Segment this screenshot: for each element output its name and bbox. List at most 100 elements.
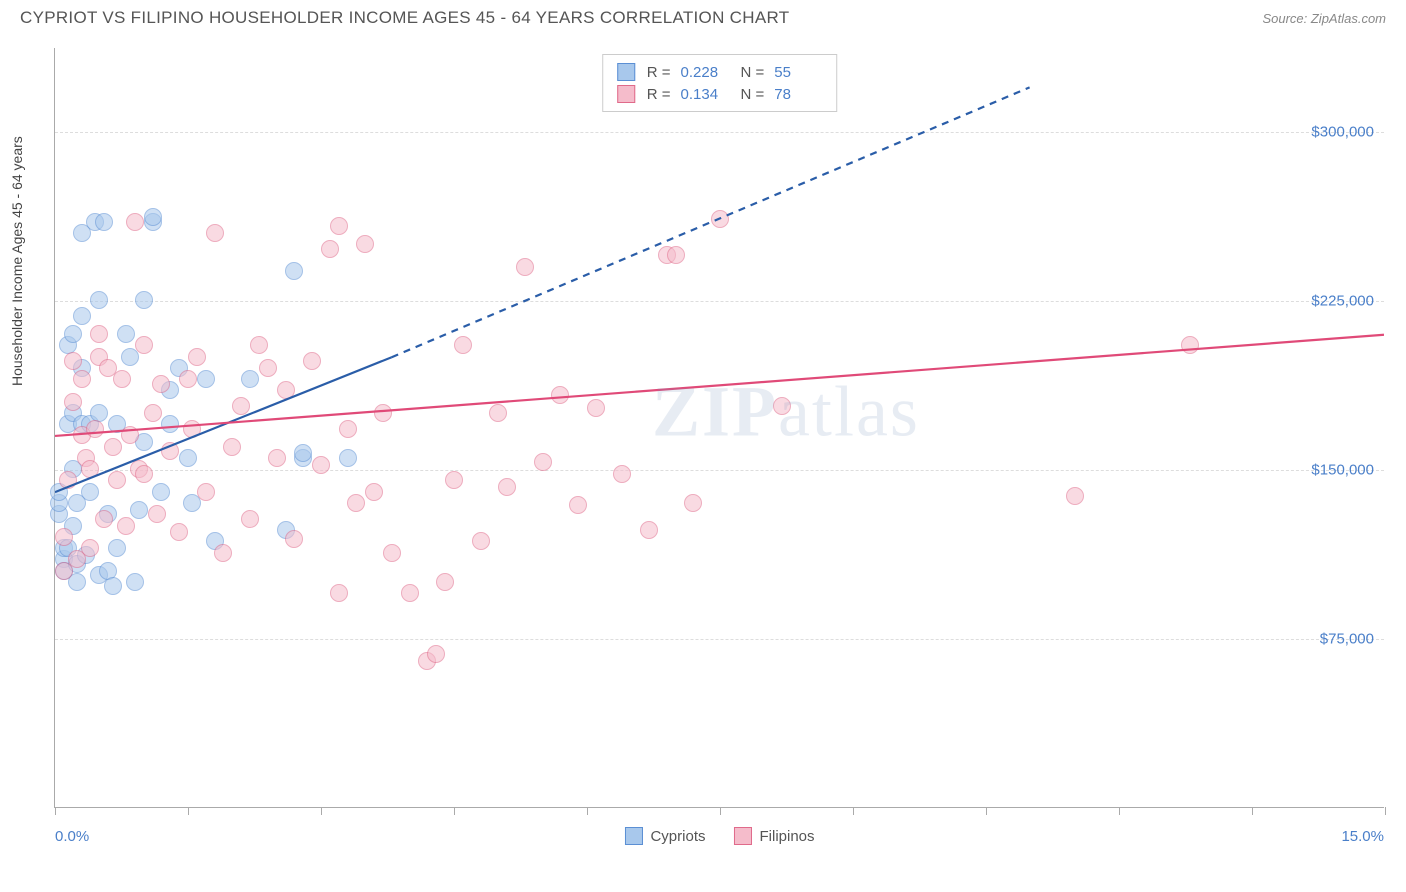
data-point (516, 258, 534, 276)
data-point (640, 521, 658, 539)
x-tick (587, 807, 588, 815)
data-point (684, 494, 702, 512)
n-value: 55 (774, 64, 822, 81)
data-point (330, 584, 348, 602)
data-point (55, 528, 73, 546)
legend-item: Filipinos (733, 827, 814, 845)
source-attribution: Source: ZipAtlas.com (1262, 11, 1386, 26)
x-axis-max: 15.0% (1341, 828, 1384, 845)
data-point (197, 483, 215, 501)
data-point (285, 262, 303, 280)
data-point (436, 573, 454, 591)
y-tick-label: $75,000 (1320, 631, 1374, 648)
x-tick (454, 807, 455, 815)
data-point (374, 404, 392, 422)
data-point (81, 460, 99, 478)
series-name: Cypriots (650, 828, 705, 845)
data-point (126, 573, 144, 591)
data-point (339, 449, 357, 467)
data-point (73, 370, 91, 388)
data-point (179, 449, 197, 467)
data-point (312, 456, 330, 474)
data-point (330, 217, 348, 235)
data-point (667, 246, 685, 264)
data-point (356, 235, 374, 253)
data-point (1066, 487, 1084, 505)
n-label: N = (741, 64, 765, 81)
r-label: R = (647, 64, 671, 81)
data-point (113, 370, 131, 388)
data-point (64, 325, 82, 343)
data-point (152, 483, 170, 501)
data-point (711, 210, 729, 228)
gridline (55, 132, 1384, 133)
gridline (55, 301, 1384, 302)
data-point (489, 404, 507, 422)
data-point (773, 397, 791, 415)
data-point (81, 483, 99, 501)
legend-swatch (624, 827, 642, 845)
r-value: 0.228 (681, 64, 729, 81)
data-point (64, 352, 82, 370)
data-point (534, 453, 552, 471)
data-point (294, 444, 312, 462)
correlation-legend: R = 0.228 N = 55 R = 0.134 N = 78 (602, 54, 838, 112)
data-point (108, 471, 126, 489)
data-point (241, 510, 259, 528)
data-point (445, 471, 463, 489)
chart-title: CYPRIOT VS FILIPINO HOUSEHOLDER INCOME A… (20, 8, 789, 28)
data-point (161, 442, 179, 460)
data-point (188, 348, 206, 366)
legend-swatch (733, 827, 751, 845)
data-point (268, 449, 286, 467)
data-point (117, 325, 135, 343)
data-point (339, 420, 357, 438)
legend-swatch (617, 85, 635, 103)
data-point (303, 352, 321, 370)
n-value: 78 (774, 86, 822, 103)
data-point (232, 397, 250, 415)
data-point (587, 399, 605, 417)
data-point (161, 415, 179, 433)
x-tick (1119, 807, 1120, 815)
data-point (73, 307, 91, 325)
data-point (121, 426, 139, 444)
data-point (197, 370, 215, 388)
data-point (241, 370, 259, 388)
data-point (179, 370, 197, 388)
data-point (365, 483, 383, 501)
x-tick (55, 807, 56, 815)
x-tick (720, 807, 721, 815)
r-label: R = (647, 86, 671, 103)
data-point (321, 240, 339, 258)
data-point (90, 325, 108, 343)
data-point (472, 532, 490, 550)
data-point (104, 577, 122, 595)
x-axis-min: 0.0% (55, 828, 89, 845)
n-label: N = (741, 86, 765, 103)
data-point (427, 645, 445, 663)
y-tick-label: $300,000 (1311, 124, 1374, 141)
data-point (551, 386, 569, 404)
r-value: 0.134 (681, 86, 729, 103)
data-point (64, 393, 82, 411)
x-tick (188, 807, 189, 815)
legend-swatch (617, 63, 635, 81)
gridline (55, 639, 1384, 640)
y-tick-label: $225,000 (1311, 293, 1374, 310)
data-point (183, 420, 201, 438)
data-point (144, 404, 162, 422)
data-point (135, 336, 153, 354)
y-tick-label: $150,000 (1311, 462, 1374, 479)
x-tick (321, 807, 322, 815)
legend-row: R = 0.228 N = 55 (617, 61, 823, 83)
data-point (126, 213, 144, 231)
x-tick (986, 807, 987, 815)
series-name: Filipinos (759, 828, 814, 845)
y-axis-label: Householder Income Ages 45 - 64 years (9, 136, 25, 386)
scatter-chart: Householder Income Ages 45 - 64 years $7… (54, 48, 1384, 808)
data-point (285, 530, 303, 548)
data-point (135, 465, 153, 483)
data-point (90, 291, 108, 309)
series-legend: Cypriots Filipinos (624, 827, 814, 845)
